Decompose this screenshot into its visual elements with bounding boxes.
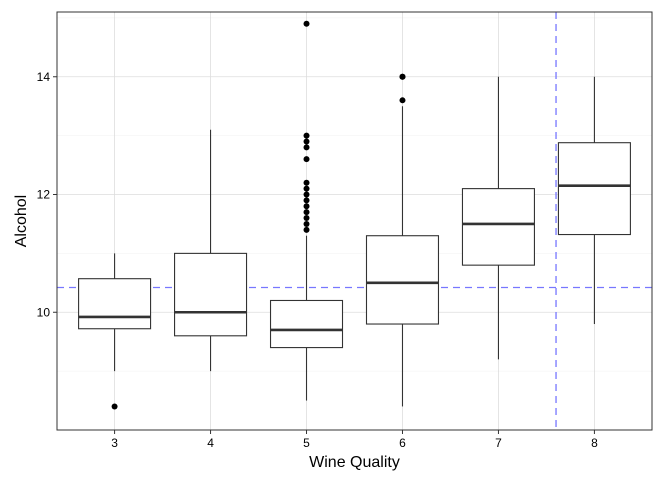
y-axis-title: Alcohol — [13, 195, 30, 247]
iqr-box — [269, 299, 344, 349]
outlier-point — [303, 191, 310, 198]
axes: 10 12 14 3 4 5 6 7 8 — [37, 70, 598, 450]
box-group-6 — [365, 73, 440, 407]
outlier-point — [399, 73, 406, 80]
y-tick-label: 12 — [37, 188, 51, 202]
box-group-5 — [269, 20, 344, 401]
y-tick-label: 10 — [37, 305, 51, 319]
x-axis-title: Wine Quality — [309, 454, 400, 471]
outlier-point — [111, 403, 118, 410]
box-group-8 — [557, 76, 631, 325]
outlier-point — [303, 209, 310, 216]
x-tick-label: 3 — [111, 436, 118, 450]
outlier-point — [303, 197, 310, 204]
x-tick-label: 5 — [303, 436, 310, 450]
x-tick-label: 6 — [399, 436, 406, 450]
outlier-point — [303, 138, 310, 145]
x-tick-label: 4 — [207, 436, 214, 450]
outlier-point — [399, 97, 406, 104]
outlier-point — [303, 179, 310, 186]
outlier-point — [303, 20, 310, 27]
y-tick-label: 14 — [37, 70, 51, 84]
iqr-box — [557, 142, 631, 236]
reference-lines — [57, 12, 652, 430]
x-tick-label: 7 — [495, 436, 502, 450]
x-tick-label: 8 — [591, 436, 598, 450]
iqr-box — [174, 252, 248, 337]
iqr-box — [461, 188, 535, 266]
outlier-point — [303, 220, 310, 227]
plot-panel-border — [56, 11, 653, 431]
outlier-point — [303, 144, 310, 151]
box-group-3 — [78, 253, 152, 410]
outlier-point — [303, 185, 310, 192]
iqr-box — [78, 278, 152, 330]
outlier-point — [303, 215, 310, 222]
iqr-box — [365, 235, 440, 325]
box-group-7 — [461, 76, 535, 360]
box-group-4 — [174, 129, 248, 372]
outlier-point — [303, 132, 310, 139]
boxes — [78, 20, 631, 410]
outlier-point — [303, 156, 310, 163]
outlier-point — [303, 203, 310, 210]
outlier-point — [303, 226, 310, 233]
